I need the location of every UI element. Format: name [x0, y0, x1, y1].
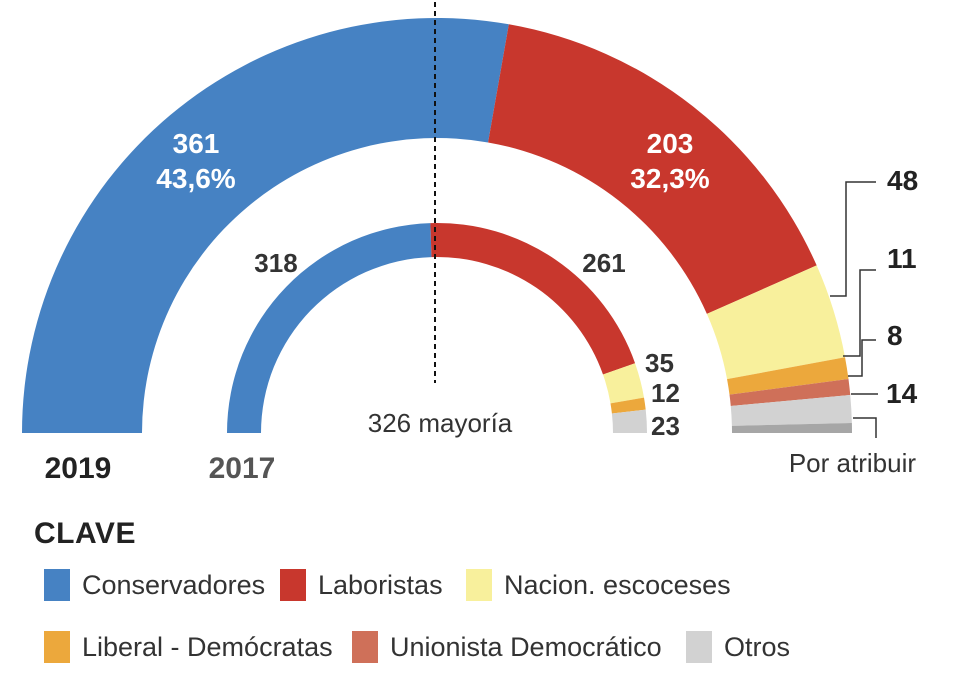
- legend-title: CLAVE: [34, 517, 136, 550]
- majority-label: 326 mayoría: [368, 408, 513, 438]
- legend-label-laboristas: Laboristas: [318, 569, 443, 600]
- segment-2017-otros: [611, 409, 647, 433]
- legend-label-unionista-democratico: Unionista Democrático: [390, 631, 662, 662]
- legend-item-otros: Otros: [686, 631, 790, 663]
- segment-2019-por-atribuir: [731, 422, 852, 433]
- label-2019-laboristas-pct: 32,3%: [630, 163, 709, 194]
- segment-2019-otros: [730, 394, 852, 426]
- label-2019-libdem: 11: [887, 243, 917, 274]
- legend-swatch-liberal-democratas: [44, 631, 70, 663]
- legend-label-otros: Otros: [724, 631, 791, 662]
- segment-2019-laboristas: [488, 24, 817, 314]
- legend-label-nacion-escoceses: Nacion. escoceses: [504, 569, 731, 600]
- label-2019-dup: 8: [887, 320, 903, 351]
- legend-swatch-otros: [686, 631, 712, 663]
- leader-2019-snp: [830, 181, 876, 297]
- label-2017-conservadores: 318: [254, 248, 297, 278]
- segment-2019-conservadores: [22, 17, 509, 433]
- segment-2019-unionista-democratico: [729, 378, 851, 406]
- leader-2019-libdem: [843, 269, 876, 357]
- ring-2017: [227, 223, 647, 433]
- leader-2019-dup: [848, 339, 876, 377]
- segment-2019-nacion-escoceses: [706, 265, 846, 380]
- legend-item-conservadores: Conservadores: [44, 569, 265, 601]
- segment-2017-nacion-escoceses: [602, 363, 644, 404]
- label-2019-conservadores-pct: 43,6%: [156, 163, 235, 194]
- legend-label-conservadores: Conservadores: [82, 569, 266, 600]
- label-2019-laboristas-seats: 203: [647, 128, 694, 159]
- segment-2019-liberal-democratas: [727, 357, 849, 395]
- ring-2019: [22, 17, 852, 433]
- segment-2017-conservadores: [227, 223, 432, 433]
- legend-item-unionista-democratico: Unionista Democrático: [352, 631, 662, 663]
- legend-swatch-conservadores: [44, 569, 70, 601]
- legend-item-liberal-democratas: Liberal - Demócratas: [44, 631, 333, 663]
- label-2019-por-atribuir: Por atribuir: [789, 448, 916, 478]
- label-2017-libdem: 12: [651, 378, 680, 408]
- year-label-2019: 2019: [45, 452, 112, 485]
- legend-item-nacion-escoceses: Nacion. escoceses: [466, 569, 731, 601]
- legend-swatch-laboristas: [280, 569, 306, 601]
- segment-2017-liberal-democratas: [610, 397, 646, 414]
- label-2017-snp: 35: [645, 348, 674, 378]
- label-2019-otros: 14: [886, 378, 918, 409]
- label-2017-otros: 23: [651, 411, 680, 441]
- label-2017-laboristas: 261: [582, 248, 625, 278]
- label-2019-conservadores-seats: 361: [173, 128, 220, 159]
- segment-2017-laboristas: [430, 223, 636, 375]
- label-2019-snp: 48: [887, 165, 918, 196]
- year-label-2017: 2017: [209, 452, 276, 485]
- leader-2019-por-atribuir: [853, 417, 877, 438]
- legend-label-liberal-democratas: Liberal - Demócratas: [82, 631, 333, 662]
- legend-item-laboristas: Laboristas: [280, 569, 443, 601]
- legend-swatch-nacion-escoceses: [466, 569, 492, 601]
- legend-swatch-unionista-democratico: [352, 631, 378, 663]
